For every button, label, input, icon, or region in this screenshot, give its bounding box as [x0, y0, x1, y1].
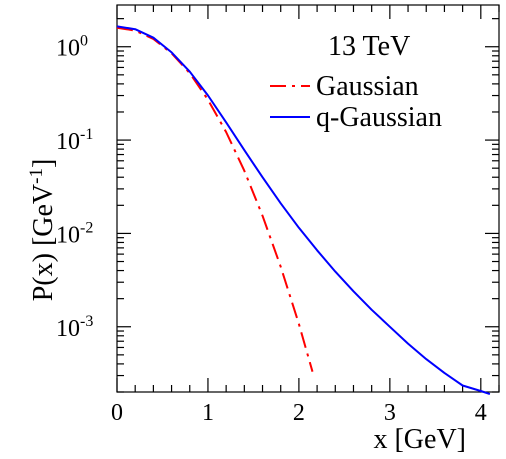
y-tick-label: 10-1 [56, 126, 93, 155]
x-tick-label: 2 [293, 400, 305, 426]
x-tick-label: 0 [111, 400, 123, 426]
plot-frame [116, 4, 500, 393]
series-line-q-gaussian [116, 25, 491, 396]
y-tick-label-base: 10 [56, 316, 80, 342]
y-tick-label: 100 [56, 33, 88, 62]
legend: 13 TeV Gaussian q-Gaussian [270, 31, 442, 133]
energy-annotation: 13 TeV [328, 31, 410, 62]
x-tick-label: 1 [202, 400, 214, 426]
y-axis-title-exp: -1 [26, 168, 47, 184]
y-tick-label: 10-3 [56, 313, 93, 342]
legend-label-gaussian: Gaussian [316, 71, 419, 102]
series-layer [116, 25, 491, 396]
x-tick-label: 4 [475, 400, 487, 426]
y-tick-label-base: 10 [56, 222, 80, 248]
y-tick-label-base: 10 [56, 129, 80, 155]
x-tick-label: 3 [384, 400, 396, 426]
y-axis-title-main: P(x) [GeV [28, 184, 59, 301]
legend-label-q-gaussian: q-Gaussian [316, 102, 442, 133]
y-tick-label-exp: 0 [80, 33, 88, 50]
y-tick-label-exp: -2 [80, 219, 93, 236]
y-tick-label-base: 10 [56, 36, 80, 62]
y-axis-title: P(x) [GeV-1] [26, 159, 59, 302]
y-tick-label-exp: -1 [80, 126, 93, 143]
series-line-gaussian [116, 26, 314, 372]
x-axis-title: x [GeV] [373, 424, 466, 455]
y-axis-title-close: ] [28, 159, 59, 168]
y-tick-label: 10-2 [56, 219, 93, 248]
ticks [116, 5, 500, 393]
y-tick-label-exp: -3 [80, 313, 93, 330]
